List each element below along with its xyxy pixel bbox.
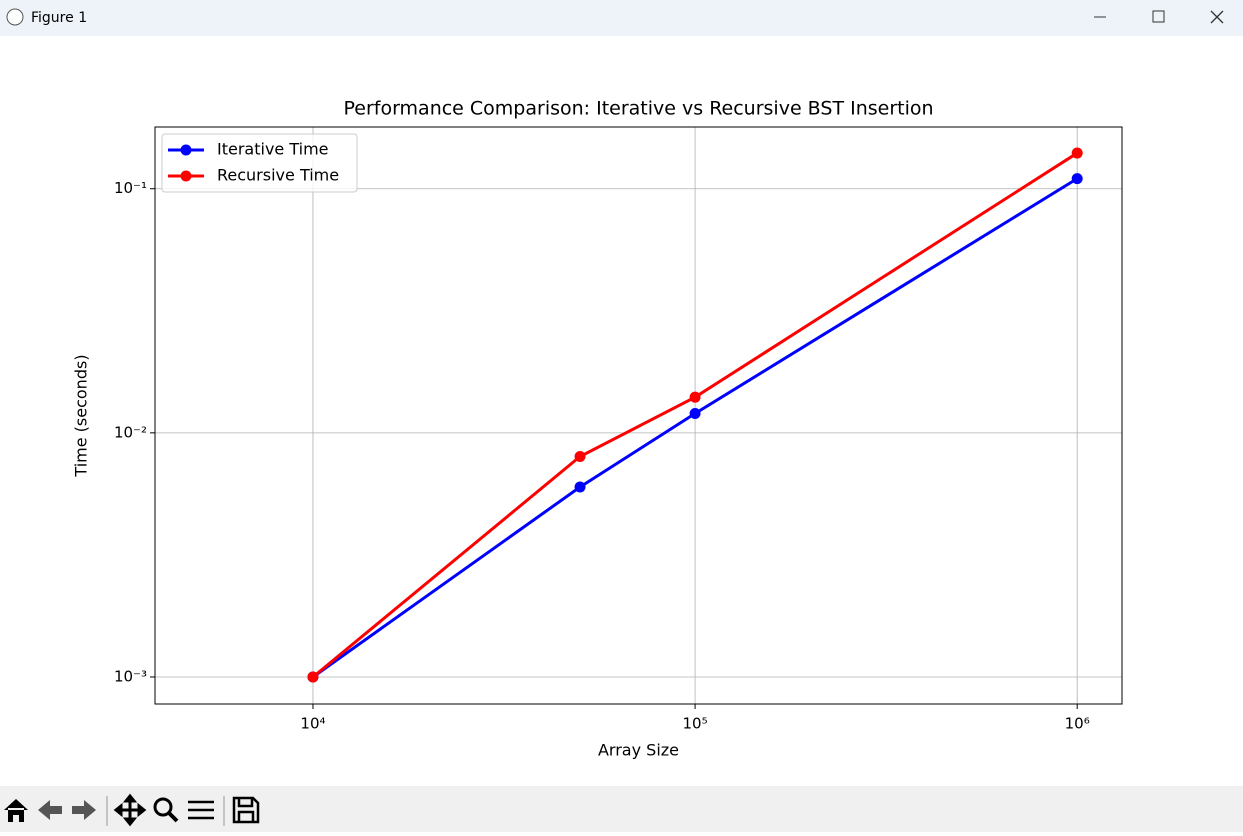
close-button[interactable]	[1210, 10, 1224, 24]
legend: Iterative Time Recursive Time	[161, 133, 358, 193]
data-point	[574, 481, 586, 493]
chart-title: Performance Comparison: Iterative vs Rec…	[343, 98, 933, 120]
y-tick-label: 10⁻²	[114, 423, 147, 441]
series-line	[312, 177, 1078, 679]
legend-label: Recursive Time	[217, 166, 339, 185]
data-point	[307, 671, 319, 683]
data-point	[689, 391, 701, 403]
app-icon	[6, 8, 24, 26]
configure-button[interactable]	[188, 800, 214, 820]
save-button[interactable]	[232, 796, 260, 824]
y-tick-label: 10⁻¹	[114, 179, 147, 197]
data-point	[689, 408, 701, 420]
pan-button[interactable]	[113, 793, 147, 827]
title-bar	[0, 0, 1243, 36]
legend-marker	[180, 170, 192, 182]
plot: 10⁴ 10⁵ 10⁶ 10⁻³ 10⁻² 10⁻¹ Performance Compari…	[72, 98, 1123, 760]
data-point	[1071, 173, 1083, 185]
home-button[interactable]	[4, 799, 28, 822]
window-title: Figure 1	[31, 10, 87, 26]
legend-box	[161, 133, 358, 193]
series-line	[312, 151, 1078, 679]
x-axis-label: Array Size	[598, 741, 679, 760]
data-point	[574, 451, 586, 463]
x-tick-label: 10⁶	[1065, 715, 1090, 733]
forward-button[interactable]	[72, 800, 96, 820]
y-axis-label: Time (seconds)	[72, 354, 91, 477]
maximize-button[interactable]	[1152, 10, 1165, 23]
y-tick-label: 10⁻³	[114, 667, 147, 685]
zoom-button[interactable]	[153, 797, 173, 817]
x-tick-label: 10⁵	[683, 715, 708, 733]
axes-frame	[154, 126, 1123, 705]
legend-label: Iterative Time	[217, 140, 329, 159]
data-point	[1071, 147, 1083, 159]
x-tick-label: 10⁴	[300, 715, 325, 733]
toolbar	[0, 786, 1243, 832]
legend-marker	[180, 144, 192, 156]
zoom-handle	[167, 811, 179, 823]
back-button[interactable]	[38, 800, 62, 820]
